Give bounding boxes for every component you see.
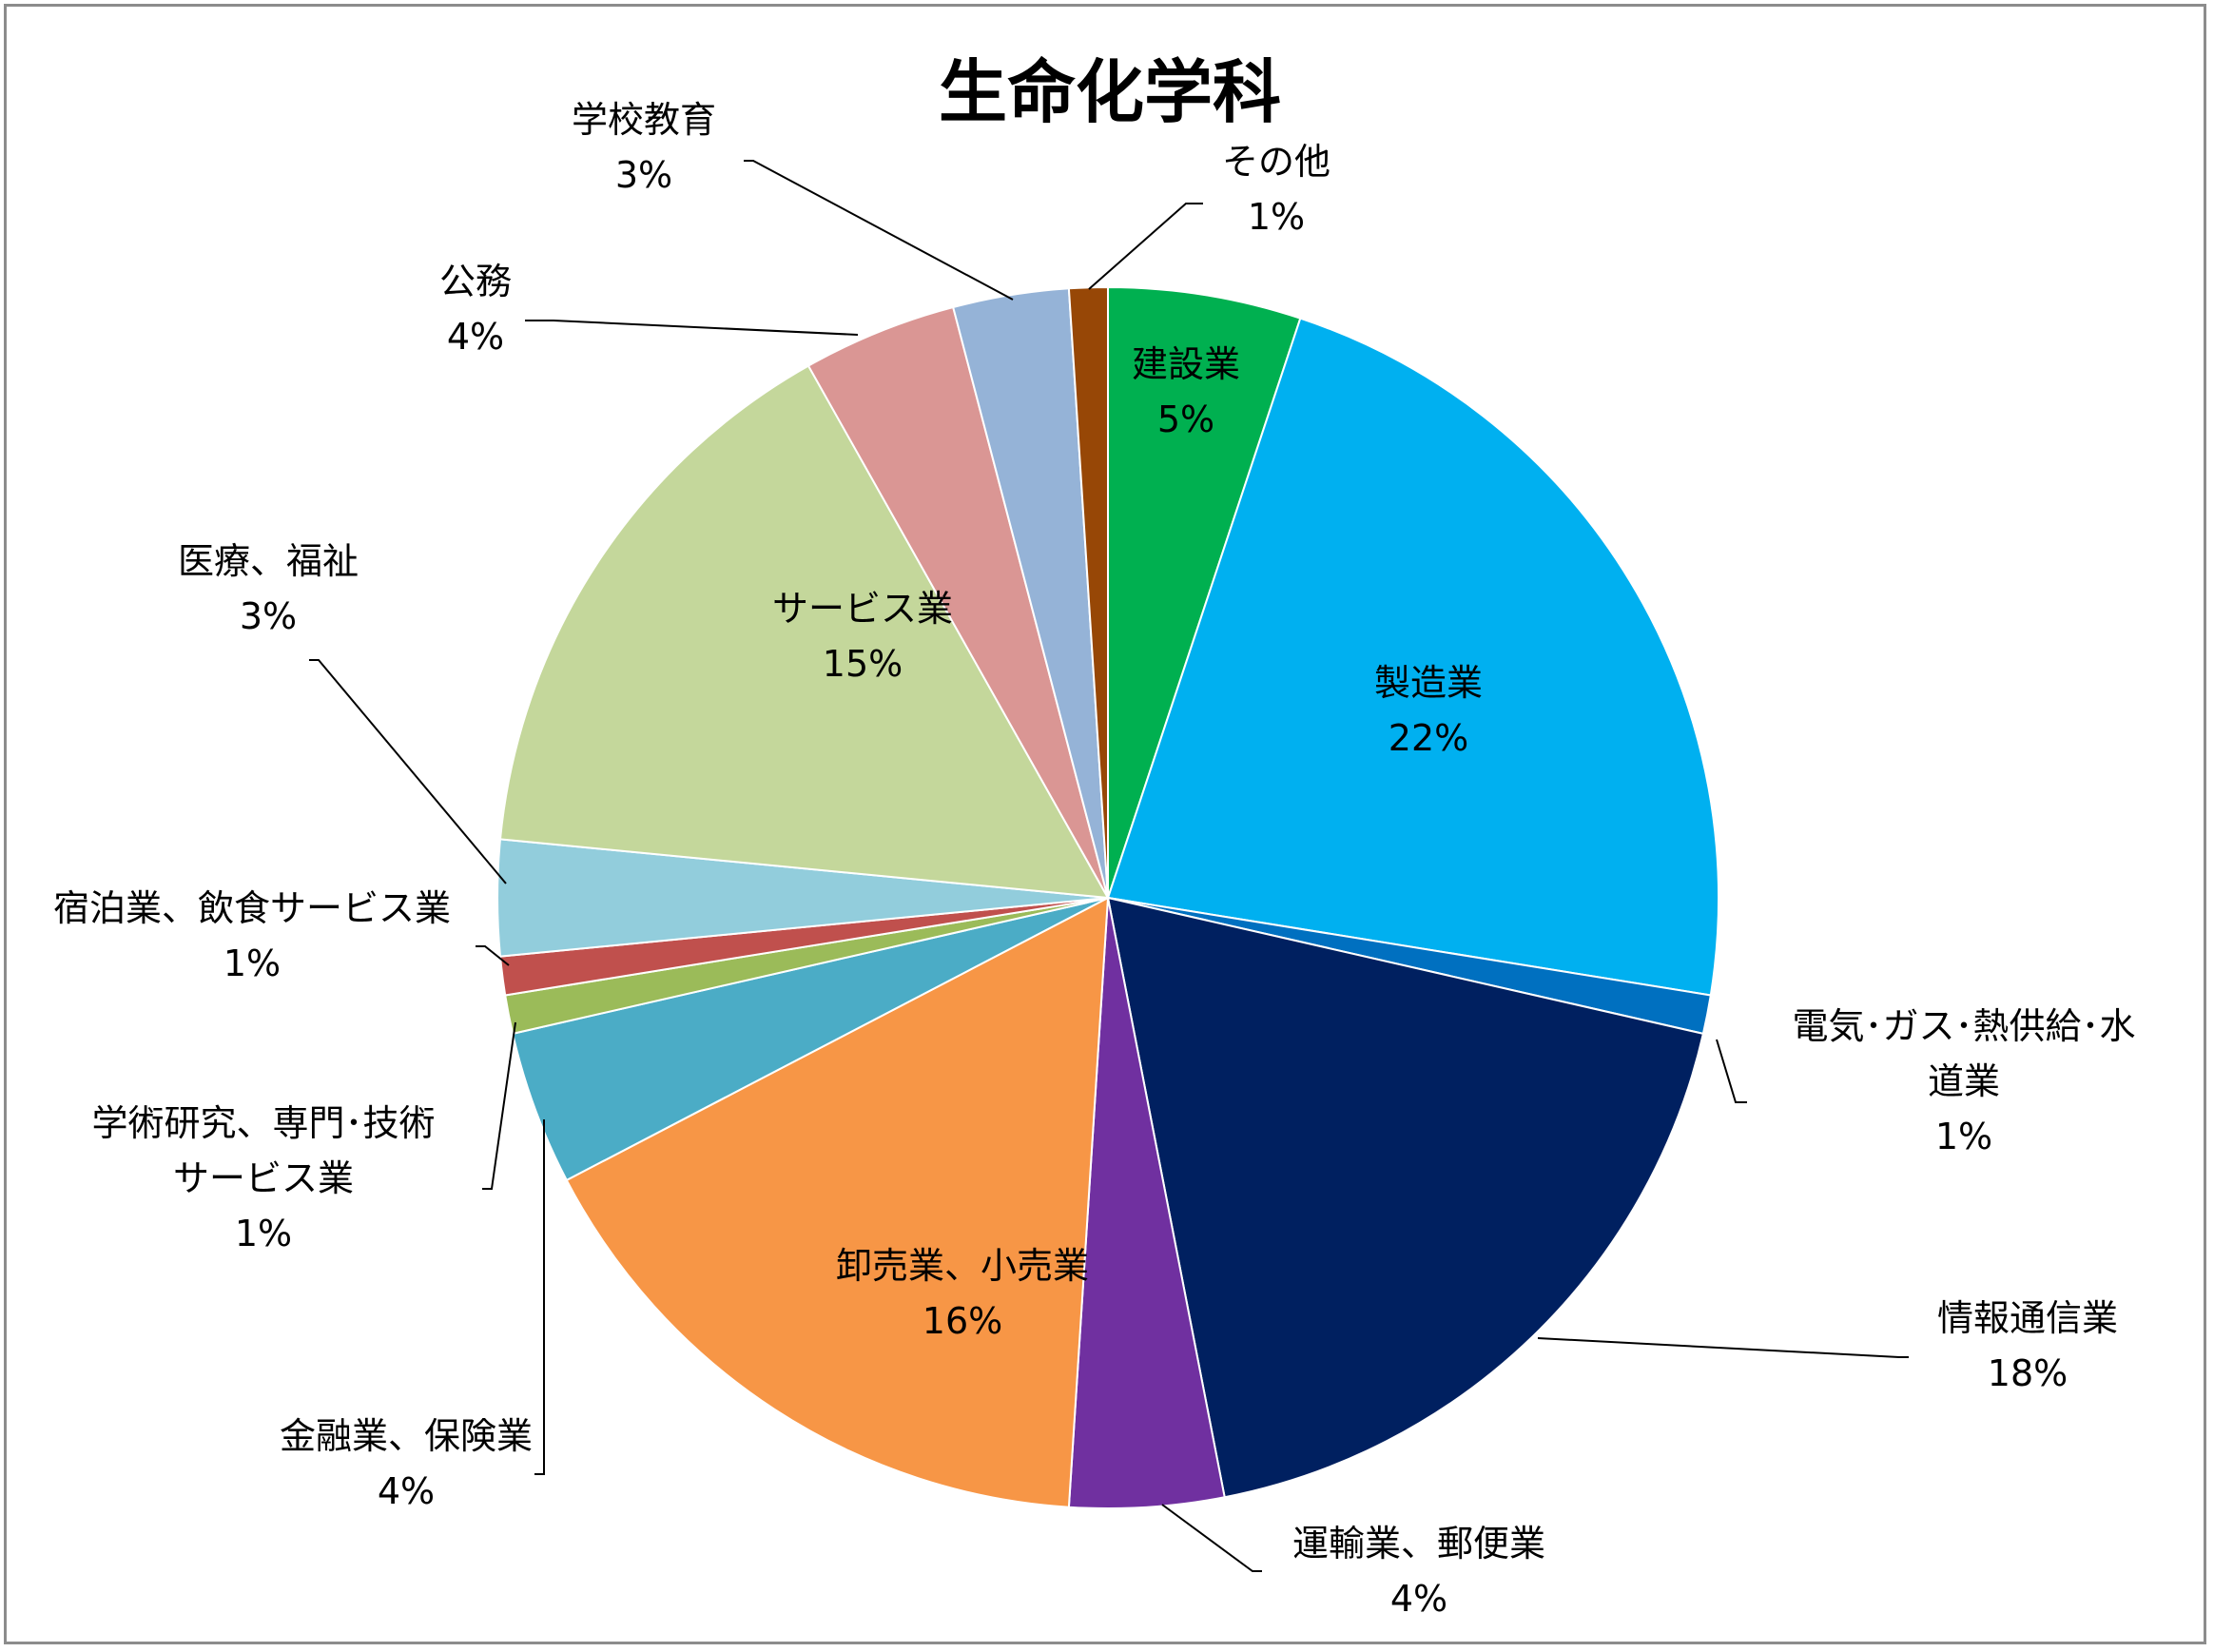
data-label-value: 4% (378, 1470, 435, 1512)
pie-slice (565, 896, 1110, 1508)
leader-lines (309, 160, 1909, 1572)
pie-chart: 生命化学科 建設業 5% 製造業 22% 電気･ガス･熱供給･水道業 1% 情報通信業 18%… (53, 52, 2136, 1620)
data-label: 学術研究、専門･技術サービス業 1% (91, 1102, 435, 1254)
data-label-value: 1% (1248, 196, 1305, 238)
data-label-value: 18% (1988, 1352, 2068, 1394)
data-label: 医療、福祉 3% (178, 540, 359, 637)
chart-title: 生命化学科 (939, 52, 1281, 132)
data-label-value: 4% (447, 316, 504, 358)
data-label: その他 1% (1222, 141, 1330, 238)
pie-slice (1106, 896, 1705, 1499)
data-label-value: 3% (615, 154, 672, 196)
leader-line (1161, 1504, 1262, 1572)
leader-line (482, 1021, 516, 1190)
data-label-value: 4% (1390, 1578, 1447, 1620)
pie-slice (498, 364, 1110, 900)
data-label: 建設業 5% (1132, 343, 1240, 440)
data-label-category: 学校教育 (572, 99, 716, 141)
pie-slice (1067, 285, 1109, 899)
data-labels: 建設業 5% 製造業 22% 電気･ガス･熱供給･水道業 1% 情報通信業 18% 運輸業、郵便… (53, 99, 2136, 1620)
leader-line (1088, 203, 1203, 290)
data-label-category: 公務 (439, 261, 512, 302)
leader-line (525, 320, 859, 336)
data-label: 卸売業、小売業 16% (836, 1245, 1089, 1342)
data-label-value: 3% (240, 595, 297, 637)
data-label-category: 宿泊業、飲食サービス業 (53, 887, 451, 929)
leader-line (744, 160, 1014, 301)
data-label-category: 運輸業、郵便業 (1292, 1523, 1545, 1565)
data-label: 金融業、保険業 4% (280, 1415, 533, 1512)
data-label-category: 医療、福祉 (178, 540, 359, 582)
data-label: 製造業 22% (1374, 662, 1483, 759)
data-label: 公務 4% (439, 261, 512, 358)
leader-line (309, 659, 507, 884)
pie-slice (1107, 285, 1302, 899)
data-label: 情報通信業 18% (1937, 1297, 2118, 1394)
data-label: 電気･ガス･熱供給･水道業 1% (1792, 1005, 2135, 1157)
data-label-value: 22% (1389, 717, 1468, 759)
data-label: サービス業 15% (772, 588, 953, 685)
data-label-category: 卸売業、小売業 (836, 1245, 1089, 1287)
data-label: 宿泊業、飲食サービス業 1% (53, 887, 451, 984)
leader-line (534, 1119, 545, 1475)
data-label: 学校教育 3% (572, 99, 716, 196)
data-label-category: サービス業 (173, 1157, 354, 1199)
pie-slices (496, 285, 1720, 1510)
data-label-value: 15% (823, 643, 903, 685)
data-label-category: 金融業、保険業 (280, 1415, 533, 1457)
data-label-value: 5% (1157, 398, 1214, 440)
data-label-category: サービス業 (772, 588, 953, 630)
pie-slice (1106, 317, 1720, 997)
leader-line (476, 945, 510, 966)
data-label-value: 1% (223, 943, 281, 984)
chart-frame: 生命化学科 建設業 5% 製造業 22% 電気･ガス･熱供給･水道業 1% 情報通信業 18%… (4, 4, 2206, 1644)
data-label-category: 建設業 (1132, 343, 1240, 385)
data-label-value: 1% (1935, 1116, 1992, 1157)
leader-line (1716, 1039, 1747, 1103)
data-label-category: 情報通信業 (1937, 1297, 2118, 1339)
data-label-category: 学術研究、専門･技術 (91, 1102, 435, 1144)
data-label-category: その他 (1222, 141, 1330, 183)
leader-line (1537, 1337, 1909, 1358)
data-label-value: 16% (922, 1300, 1002, 1342)
data-label-category: 製造業 (1374, 662, 1483, 704)
data-label-category: 電気･ガス･熱供給･水 (1792, 1005, 2135, 1047)
data-label: 運輸業、郵便業 4% (1292, 1523, 1545, 1620)
data-label-category: 道業 (1928, 1060, 2000, 1102)
data-label-value: 1% (235, 1213, 292, 1254)
